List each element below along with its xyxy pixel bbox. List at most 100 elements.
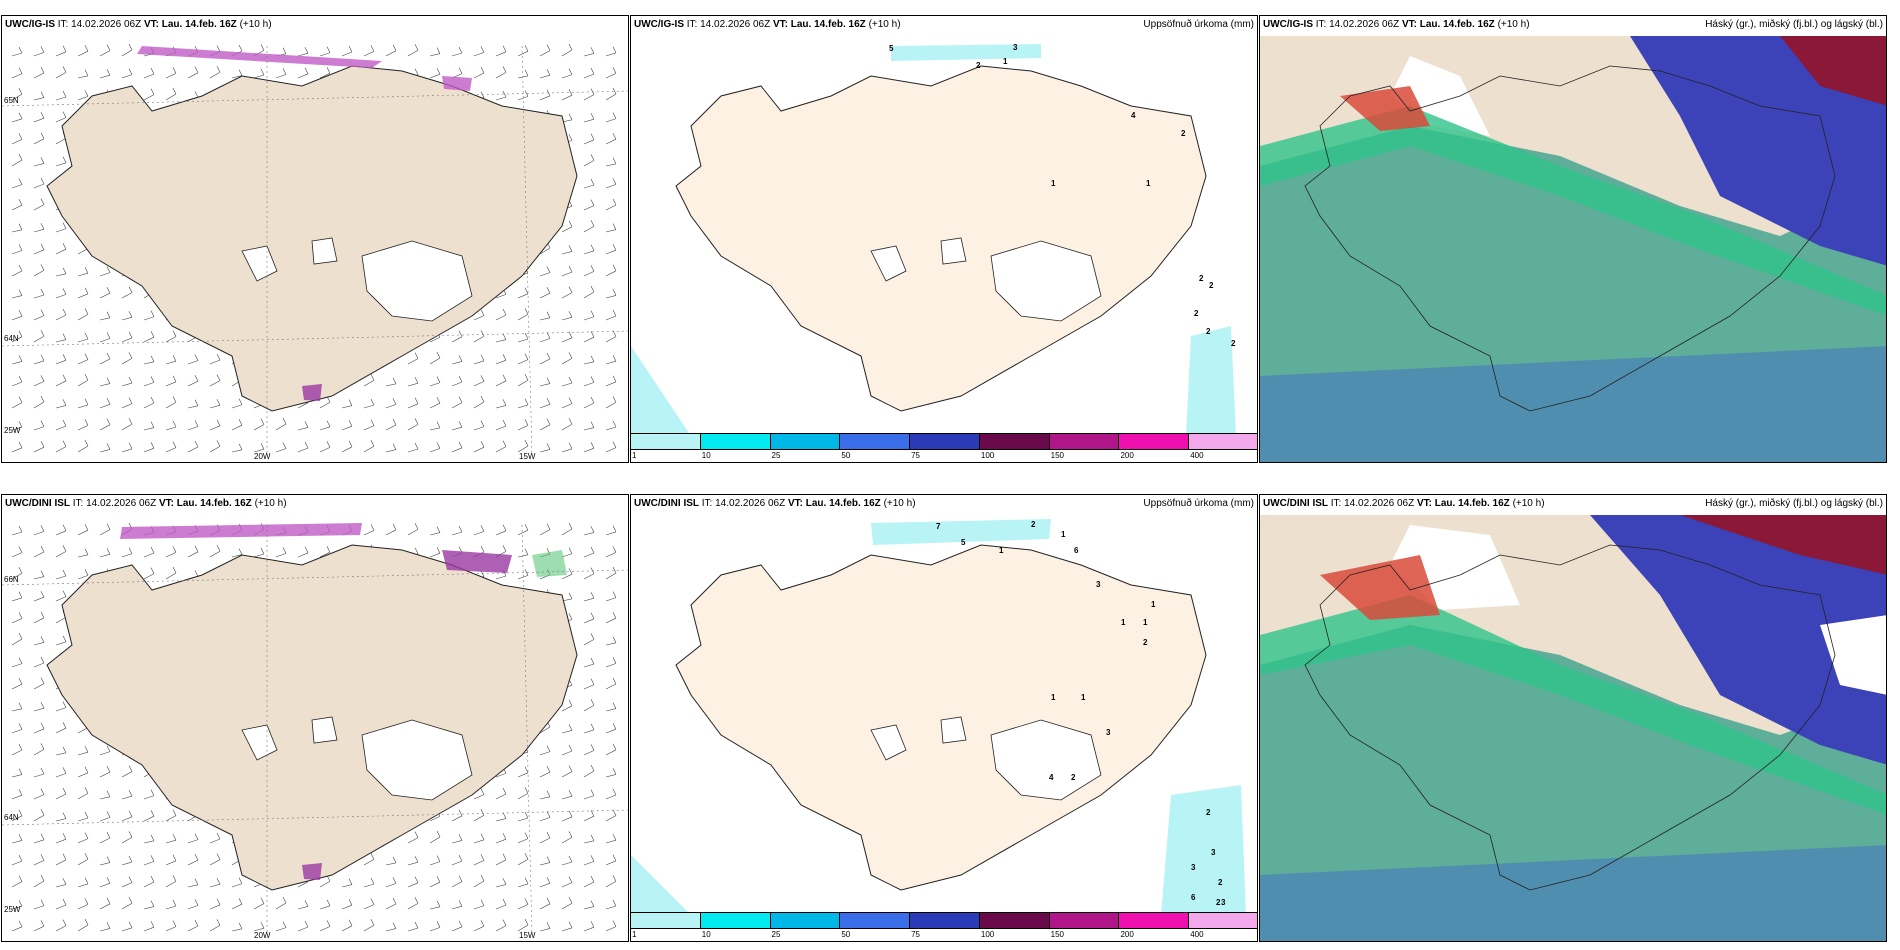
wind-barb [77, 524, 89, 536]
wind-map-row1 [2, 43, 628, 457]
wind-barb [517, 419, 529, 431]
wind-barb [605, 566, 617, 580]
wind-barb [165, 834, 177, 844]
wind-barb [33, 899, 45, 910]
wind-barb [99, 44, 111, 57]
wind-barb [583, 88, 595, 101]
colorbar-tick-label: 1 [632, 930, 637, 939]
wind-barb [55, 440, 67, 453]
cloud-title-row1: UWC/IG-IS IT: 14.02.2026 06Z VT: Lau. 14… [1263, 19, 1530, 30]
wind-barb [429, 921, 441, 932]
wind-barb [605, 834, 617, 844]
wind-barb [187, 545, 199, 558]
wind-barb [11, 834, 23, 844]
wind-barb [11, 875, 23, 888]
wind-barb [297, 421, 309, 431]
lon-label-15w: 15W [519, 452, 536, 461]
wind-barb [165, 854, 177, 866]
wind-barb [561, 921, 573, 932]
wind-barb [583, 764, 595, 778]
precip-value-label: 4 [1131, 111, 1136, 120]
wind-barb [539, 922, 551, 932]
wind-barb [55, 898, 67, 910]
colorbar-swatch [1189, 434, 1257, 449]
wind-barb [561, 220, 573, 233]
wind-barb [451, 396, 463, 409]
wind-barb [517, 90, 529, 101]
wind-barb [55, 45, 67, 57]
wind-barb [429, 547, 441, 558]
wind-barb [11, 441, 23, 453]
wind-barb [495, 524, 507, 536]
wind-barb [539, 377, 551, 387]
colorbar-swatch [1119, 434, 1190, 449]
wind-barb [209, 374, 221, 387]
wind-barb [583, 67, 595, 79]
wind-barb [495, 333, 507, 343]
wind-barb [77, 787, 89, 800]
wind-barb [583, 744, 595, 756]
wind-barb [605, 396, 617, 409]
wind-barb [99, 311, 111, 321]
cloud-panel-row1: UWC/IG-IS IT: 14.02.2026 06Z VT: Lau. 14… [1259, 15, 1887, 463]
wind-barb [77, 811, 89, 822]
wind-barb [121, 311, 133, 321]
wind-barb [451, 330, 463, 343]
wind-barb [605, 677, 617, 690]
precip-value-label: 3 [1013, 43, 1018, 52]
wind-barb [407, 377, 419, 387]
wind-barb [99, 266, 111, 277]
wind-barb [33, 243, 45, 255]
wind-barb [473, 354, 485, 365]
wind-barb [187, 354, 199, 365]
wind-barb [605, 330, 617, 343]
wind-barb [473, 833, 485, 844]
colorbar-tick-label: 25 [771, 451, 781, 460]
lat-label: 64N [4, 813, 19, 822]
wind-barb [143, 921, 155, 932]
wind-barb [561, 265, 573, 277]
wind-barb [341, 899, 353, 910]
precip-value-label: 6 [1191, 893, 1196, 902]
wind-barb [539, 745, 551, 756]
wind-barb [385, 922, 397, 932]
wind-barb [341, 440, 353, 453]
wind-barb [385, 523, 397, 536]
precip-value-label: 2 [1194, 309, 1199, 318]
wind-barb [55, 746, 67, 756]
wind-barb [583, 855, 595, 866]
wind-barb [407, 897, 419, 910]
wind-barb [407, 352, 419, 365]
wind-barb [341, 919, 353, 932]
colorbar-swatch [979, 434, 1050, 449]
wind-barb [33, 677, 45, 690]
colorbar-swatch [910, 913, 980, 928]
wind-barb [55, 833, 67, 844]
wind-barb [99, 856, 111, 866]
precip-value-label: 1 [1146, 179, 1151, 188]
wind-barb [495, 90, 507, 101]
wind-barb [231, 922, 243, 932]
wind-barb [99, 377, 111, 387]
wind-barb [539, 856, 551, 866]
wind-barb [319, 441, 331, 453]
wind-barb [495, 45, 507, 57]
wind-barb [143, 567, 155, 580]
precip-value-label: 1 [1003, 57, 1008, 66]
wind-barb [583, 47, 595, 57]
wind-barb [517, 332, 529, 343]
wind-barb [33, 198, 45, 211]
wind-barb [99, 418, 111, 431]
wind-barb [539, 790, 551, 800]
wind-barb [121, 418, 133, 431]
wind-barb [429, 855, 441, 866]
wind-barb [33, 395, 45, 409]
precip-value-label: 1 [1051, 179, 1056, 188]
wind-barb [33, 132, 45, 145]
wind-barb [517, 811, 529, 822]
wind-barb [451, 441, 463, 453]
wind-barb [451, 900, 463, 910]
wind-barb [209, 545, 221, 558]
wind-barb [605, 809, 617, 822]
